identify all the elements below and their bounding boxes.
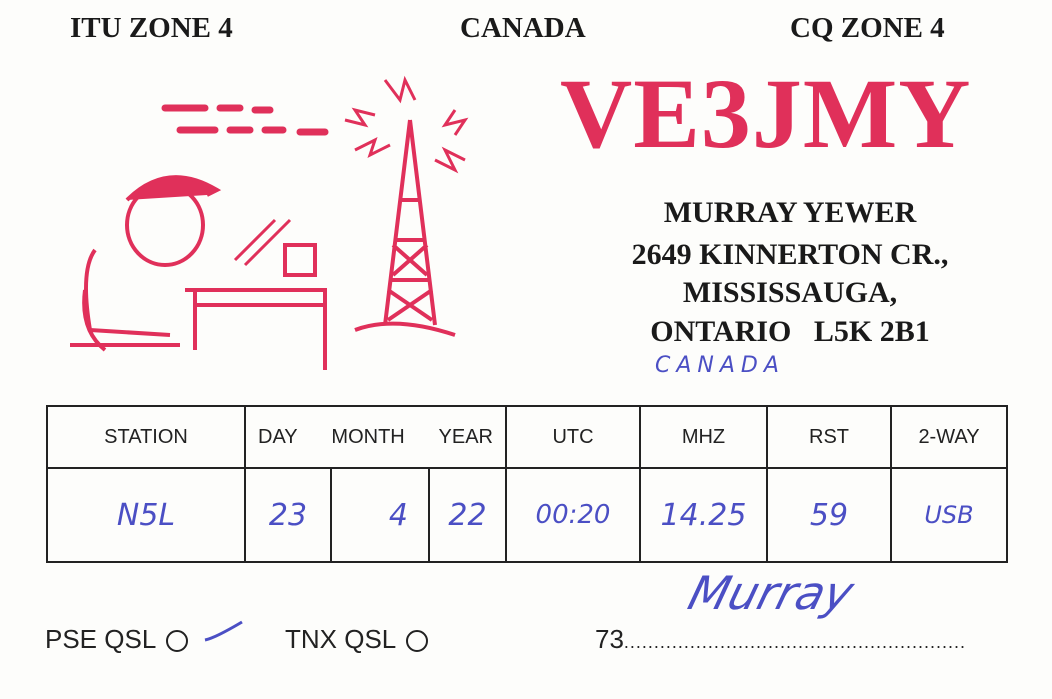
mhz-value: 14.25 [639, 467, 768, 563]
header-month: MONTH [331, 425, 405, 448]
closing-73: 73 [595, 624, 624, 654]
station-value: N5L [46, 467, 246, 563]
tnx-qsl-label: TNX QSL [285, 624, 397, 654]
checkmark-icon [204, 620, 243, 642]
cq-zone: CQ ZONE 4 [790, 12, 945, 44]
callsign: VE3JMY [560, 58, 972, 169]
signature-line: ........................................… [623, 632, 966, 652]
year-value: 22 [428, 467, 507, 563]
day-value: 23 [244, 467, 332, 563]
handwritten-country: CANADA [655, 353, 785, 378]
month-value: 4 [330, 467, 430, 563]
header-two-way: 2-WAY [890, 405, 1008, 469]
header-rst: RST [766, 405, 892, 469]
two-way-value: USB [890, 467, 1008, 563]
itu-zone: ITU ZONE 4 [70, 12, 233, 44]
country: CANADA [460, 12, 586, 44]
header-year: YEAR [438, 425, 493, 448]
pse-qsl: PSE QSL [45, 624, 189, 655]
tnx-qsl-checkbox[interactable] [406, 630, 429, 653]
radio-operator-with-tower-icon [70, 75, 469, 370]
signature: Murray [682, 566, 860, 620]
header-utc: UTC [505, 405, 641, 469]
header-mhz: MHZ [639, 405, 768, 469]
pse-qsl-checkbox[interactable] [166, 630, 189, 653]
province-postal: ONTARIO L5K 2B1 [650, 315, 930, 348]
header-station: STATION [46, 405, 246, 469]
utc-value: 00:20 [505, 467, 641, 563]
closing: 73......................................… [595, 624, 966, 655]
street-address: 2649 KINNERTON CR., [631, 238, 949, 271]
city: MISSISSAUGA, [682, 276, 898, 309]
operator-name: MURRAY YEWER [663, 196, 917, 229]
header-day: DAY [258, 425, 298, 448]
rst-value: 59 [766, 467, 892, 563]
pse-qsl-label: PSE QSL [45, 624, 157, 654]
tnx-qsl: TNX QSL [285, 624, 429, 655]
header-date: DAY MONTH YEAR [244, 405, 507, 469]
